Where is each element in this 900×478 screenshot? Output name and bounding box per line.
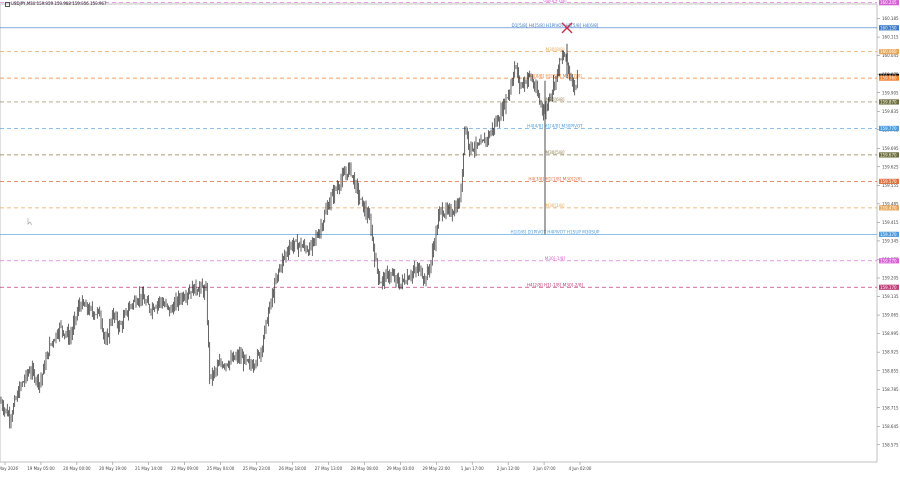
y-tick-label: 159.905 — [882, 90, 899, 95]
x-tick-label: 21 May 14:00 — [135, 466, 163, 471]
x-tick-label: 20 May 00:00 — [63, 466, 91, 471]
price-tag — [879, 0, 899, 6]
price-tag-label: 159.960 — [880, 76, 897, 81]
y-tick-label: 158.785 — [882, 387, 899, 392]
y-tick-label: 160.185 — [882, 16, 899, 21]
plot-frame — [0, 3, 878, 463]
price-tag — [879, 205, 899, 211]
level-label: M30[6/8] — [546, 97, 565, 102]
level-label: M30[-1/8] — [545, 256, 566, 261]
y-tick-label: 158.925 — [882, 350, 899, 355]
x-tick-label: 22 May 09:00 — [171, 466, 199, 471]
y-tick-label: 159.835 — [882, 109, 899, 114]
price-tag-label: 160.150 — [880, 25, 897, 30]
x-marker — [561, 22, 573, 34]
price-tag — [879, 99, 899, 105]
level-label: D1[5/8] H4[5/8] H1PIVOT H1[5/8] H4[6/8] — [512, 23, 599, 28]
x-tick-label: 2 Jun 12:00 — [497, 466, 520, 471]
level-label: Gold[+1/8] — [543, 0, 567, 3]
y-tick-label: 158.645 — [882, 424, 899, 429]
price-tag — [879, 49, 899, 55]
y-tick-label: 160.115 — [882, 35, 899, 40]
price-tag-label: 159.170 — [880, 285, 897, 290]
y-tick-label: 158.575 — [882, 442, 899, 447]
price-tag-label: 159.470 — [880, 205, 897, 210]
level-label: M30[8/8] — [546, 47, 565, 52]
y-tick-label: 160.045 — [882, 53, 899, 58]
x-tick-label: 4 Jun 02:00 — [569, 466, 592, 471]
level-label: H4[2/8] H1[-1/8] M30[-2/8] — [527, 282, 584, 287]
price-tag — [879, 152, 899, 158]
x-tick-label: 29 May 22:00 — [423, 466, 451, 471]
x-tick-label: 19 May 05:00 — [27, 466, 55, 471]
price-tag-label: 159.870 — [880, 99, 897, 104]
y-tick-label: 159.205 — [882, 276, 899, 281]
y-tick-label: 159.345 — [882, 239, 899, 244]
y-tick-label: 159.415 — [882, 220, 899, 225]
price-tag — [879, 25, 899, 31]
x-tick-label: 27 May 13:00 — [315, 466, 343, 471]
x-tick-label: 25 May 04:00 — [207, 466, 235, 471]
price-tag — [879, 125, 899, 132]
price-tag — [879, 284, 899, 290]
x-tick-label: 1 Jun 17:00 — [461, 466, 484, 471]
x-tick-label: 28 May 08:00 — [351, 466, 379, 471]
x-tick-label: 20 May 19:00 — [99, 466, 127, 471]
y-tick-label: 159.625 — [882, 164, 899, 169]
level-label: H4[4/8] H1[4/8] M30PIVOT — [527, 124, 583, 129]
price-tag-label: 160.245 — [880, 0, 897, 5]
cursor-icon — [27, 218, 33, 226]
y-tick-label: 159.695 — [882, 146, 899, 151]
chart-title: USDJPY,M30 159.959 159.988 159.956 159.9… — [5, 1, 107, 7]
price-tag — [879, 178, 899, 184]
y-tick-label: 159.555 — [882, 183, 899, 188]
y-tick-label: 159.485 — [882, 201, 899, 206]
price-tag-label: 160.060 — [880, 49, 897, 54]
price-tag — [879, 231, 899, 237]
level-label: H4[3/8] H1[1/8] M30[2/8] — [528, 177, 582, 182]
x-tick-label: 3 Jun 07:00 — [533, 466, 556, 471]
x-tick-label: 18 May 2026 — [0, 466, 18, 471]
price-tag — [879, 75, 899, 81]
x-tick-label: 26 May 18:00 — [279, 466, 307, 471]
symbol-label: USDJPY,M30 — [11, 1, 36, 6]
y-tick-label: 159.065 — [882, 313, 899, 318]
level-label: M30[5/8] — [546, 150, 565, 155]
price-tag-label: 159.370 — [880, 232, 897, 237]
level-label: H4[8/8] H1[8/8] M30[7/8] — [528, 73, 582, 78]
y-tick-label: 158.715 — [882, 405, 899, 410]
x-tick-label: 25 May 23:00 — [243, 466, 271, 471]
ohlc-label: 159.959 159.988 159.956 159.967 — [36, 1, 107, 6]
symbol-icon — [5, 1, 10, 7]
price-tag-label: 159.570 — [880, 179, 897, 184]
price-tag-label: 159.770 — [880, 126, 897, 131]
y-tick-label: 158.855 — [882, 368, 899, 373]
y-tick-label: 159.135 — [882, 294, 899, 299]
price-tag — [879, 258, 899, 264]
y-tick-label: 158.995 — [882, 331, 899, 336]
x-tick-label: 29 May 03:00 — [387, 466, 415, 471]
level-label: M30[1/8] — [546, 203, 565, 208]
price-tag-label: 159.270 — [880, 258, 897, 263]
level-label: H1[0/8] D1PIVOT H4PIVOT H1SUP M30SUP — [511, 230, 600, 235]
price-tag-label: 159.670 — [880, 152, 897, 157]
